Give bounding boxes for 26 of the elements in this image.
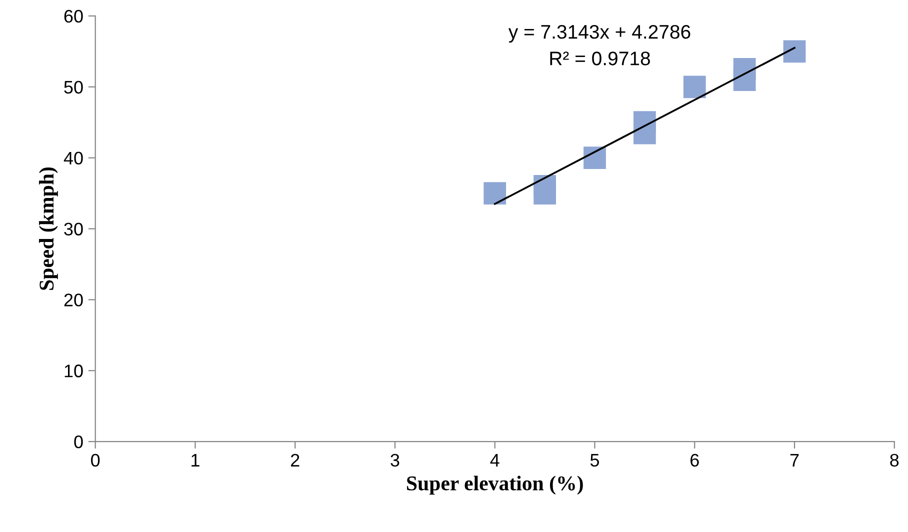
x-tick-label: 4 [490, 454, 500, 466]
y-tick-label: 20 [64, 294, 83, 306]
point [534, 175, 556, 198]
y-tick-label: 60 [64, 10, 83, 23]
point [783, 40, 806, 63]
y-tick-label: 40 [64, 152, 83, 165]
point [683, 76, 706, 98]
x-tick-label: 7 [790, 454, 799, 466]
y-tick-label: 10 [64, 364, 83, 378]
annotation: y = 7.3143x + 4.2786 R² = 0.9718 [508, 24, 690, 66]
x-tick-label: 0 [91, 454, 100, 467]
y-tick-label: 30 [64, 222, 83, 236]
y-tick-label: 50 [64, 80, 83, 94]
x-tick-label: 2 [290, 454, 300, 466]
x-axis-title: Super elevation (%) [407, 476, 583, 495]
x-tick-label: 6 [690, 454, 699, 467]
x-tick-label: 8 [890, 454, 899, 467]
point [584, 146, 606, 170]
y-tick-label: 0 [74, 435, 83, 448]
point [633, 111, 656, 134]
y-axis-title: Speed (kmph) [39, 167, 58, 290]
point [484, 182, 506, 204]
x-tick-label: 1 [192, 454, 200, 466]
x-tick-label: 5 [590, 454, 600, 467]
x-tick-label: 3 [390, 454, 400, 467]
point [733, 58, 756, 80]
